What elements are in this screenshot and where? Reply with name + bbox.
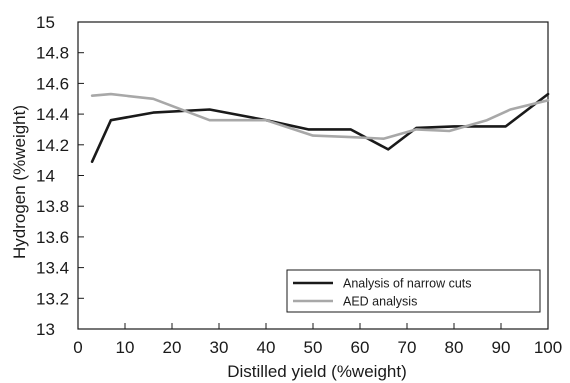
y-axis-title: Hydrogen (%weight) (10, 105, 29, 259)
x-tick-label: 20 (163, 338, 182, 357)
y-tick-label: 13.6 (36, 228, 69, 247)
series-line-aed (90, 92, 550, 140)
x-tick-label: 50 (304, 338, 323, 357)
x-tick-label: 90 (492, 338, 511, 357)
series-line-narrow-cuts (90, 92, 550, 163)
x-tick-label: 70 (398, 338, 417, 357)
x-tick-label: 0 (73, 338, 82, 357)
x-tick-label: 60 (351, 338, 370, 357)
y-tick-label: 13 (36, 320, 55, 339)
y-tick-label: 15 (36, 13, 55, 32)
x-tick-label: 10 (116, 338, 135, 357)
legend-label: AED analysis (343, 295, 417, 309)
y-tick-label: 14.4 (36, 105, 69, 124)
y-tick-label: 13.8 (36, 197, 69, 216)
y-tick-label: 13.2 (36, 289, 69, 308)
x-tick-label: 30 (210, 338, 229, 357)
x-axis-title: Distilled yield (%weight) (227, 362, 407, 381)
x-tick-label: 100 (534, 338, 562, 357)
x-tick-label: 80 (445, 338, 464, 357)
y-tick-label: 13.4 (36, 259, 69, 278)
legend-label: Analysis of narrow cuts (343, 277, 472, 291)
y-tick-label: 14.6 (36, 74, 69, 93)
y-tick-label: 14.8 (36, 44, 69, 63)
x-tick-label: 40 (257, 338, 276, 357)
y-tick-label: 14 (36, 167, 55, 186)
y-tick-label: 14.2 (36, 136, 69, 155)
legend-box (286, 269, 541, 313)
